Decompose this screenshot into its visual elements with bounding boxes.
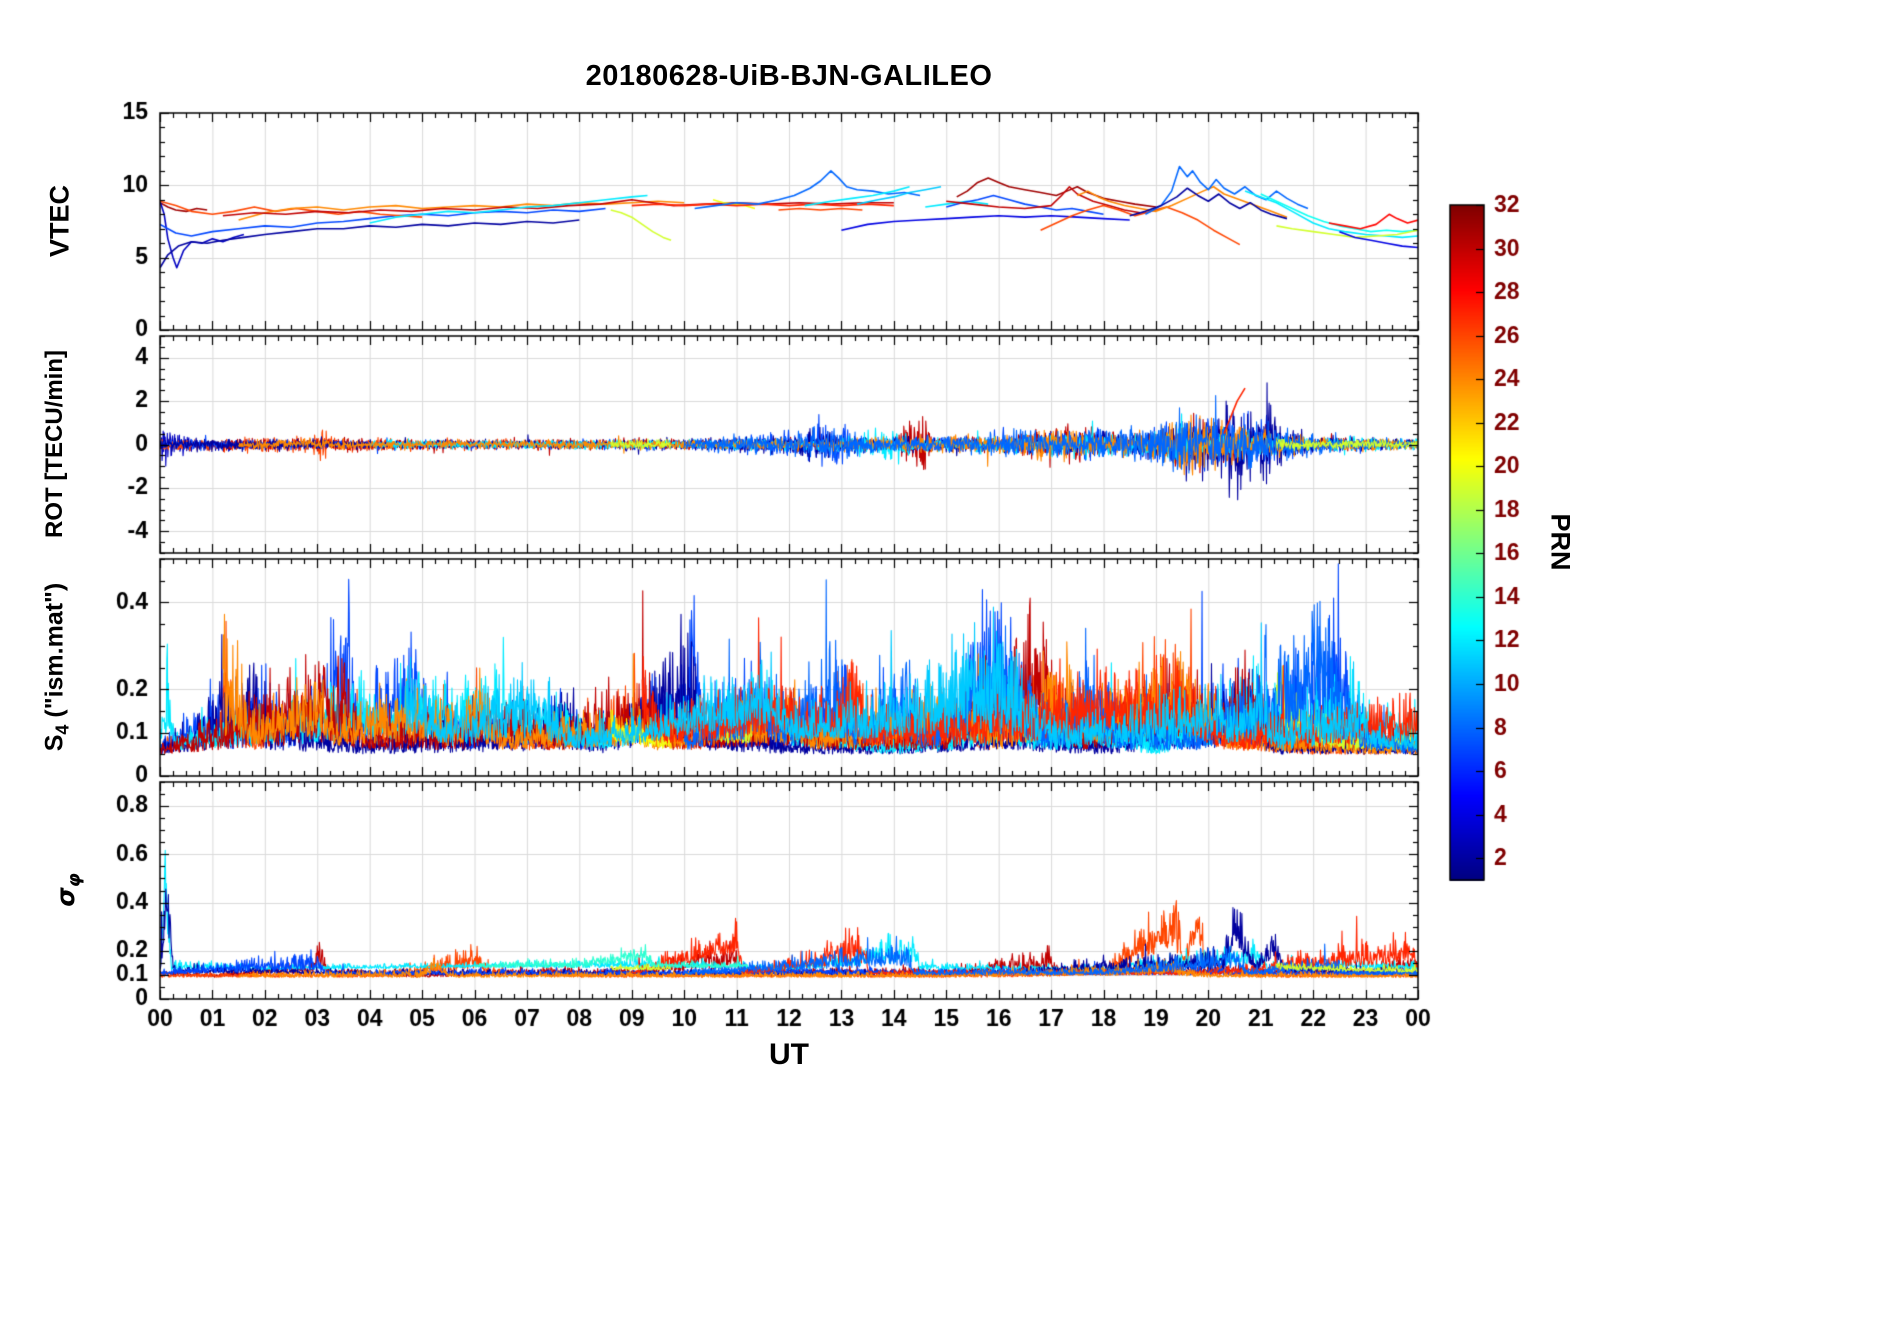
- sigma-label-sub: φ: [64, 873, 85, 888]
- s4-label-main: S: [40, 734, 69, 752]
- xlabel-ut: UT: [769, 1038, 809, 1071]
- ylabel-s4: S4 ("ism.mat"): [41, 583, 74, 752]
- ylabel-sigma: σφ: [51, 873, 85, 907]
- s4-label-sub: 4: [52, 724, 73, 735]
- ylabel-rot: ROT [TECU/min]: [41, 350, 68, 538]
- sigma-label-main: σ: [51, 887, 80, 907]
- s4-label-rest: ("ism.mat"): [40, 582, 69, 725]
- ylabel-vtec: VTEC: [44, 184, 75, 258]
- colorbar-label: PRN: [1545, 513, 1576, 571]
- chart-title: 20180628-UiB-BJN-GALILEO: [585, 60, 993, 92]
